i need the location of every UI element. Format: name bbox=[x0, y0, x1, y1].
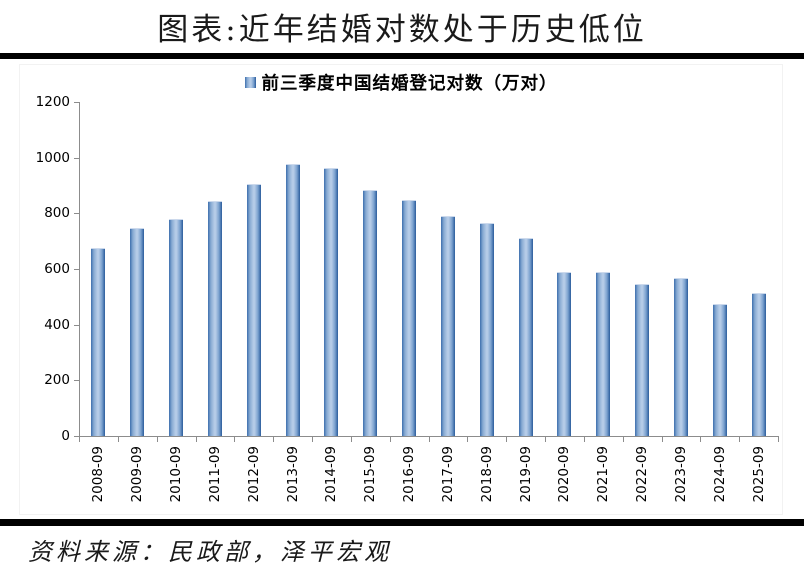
y-axis-tick-label: 400 bbox=[44, 317, 70, 333]
y-axis-tick bbox=[74, 325, 79, 326]
x-axis-category-label: 2015-09 bbox=[362, 446, 378, 503]
x-axis-tick bbox=[157, 436, 158, 442]
bar bbox=[441, 216, 455, 436]
x-axis-tick bbox=[623, 436, 624, 442]
y-axis-tick-label: 200 bbox=[44, 372, 70, 388]
y-axis-tick bbox=[74, 269, 79, 270]
bar bbox=[674, 278, 688, 436]
x-axis-tick bbox=[79, 436, 80, 442]
bar bbox=[324, 168, 338, 436]
bar bbox=[596, 272, 610, 436]
x-axis-category-label: 2010-09 bbox=[168, 446, 184, 503]
y-axis-tick bbox=[74, 102, 79, 103]
x-axis-tick bbox=[545, 436, 546, 442]
y-axis-tick-label: 800 bbox=[44, 205, 70, 221]
x-axis-category-label: 2025-09 bbox=[751, 446, 767, 503]
x-axis-tick bbox=[118, 436, 119, 442]
x-axis-category-label: 2021-09 bbox=[595, 446, 611, 503]
x-axis-tick bbox=[506, 436, 507, 442]
bar bbox=[752, 293, 766, 436]
x-axis-category-label: 2013-09 bbox=[285, 446, 301, 503]
x-axis-category-label: 2009-09 bbox=[129, 446, 145, 503]
x-axis-category-label: 2011-09 bbox=[207, 446, 223, 503]
bar bbox=[519, 238, 533, 436]
x-axis-category-label: 2023-09 bbox=[673, 446, 689, 503]
x-axis-tick bbox=[584, 436, 585, 442]
marriage-bar-chart: 前三季度中国结婚登记对数（万对） 0 200 400 600 800 1000 1200 20… bbox=[19, 64, 783, 515]
x-axis-category-label: 2014-09 bbox=[323, 446, 339, 503]
x-axis-category-label: 2008-09 bbox=[90, 446, 106, 503]
x-axis-category-label: 2020-09 bbox=[556, 446, 572, 503]
legend-label: 前三季度中国结婚登记对数（万对） bbox=[261, 73, 558, 94]
x-axis-category-label: 2012-09 bbox=[246, 446, 262, 503]
x-axis-category-label: 2017-09 bbox=[440, 446, 456, 503]
bar bbox=[286, 164, 300, 436]
x-axis-tick bbox=[234, 436, 235, 442]
y-axis-tick-label: 600 bbox=[44, 261, 70, 277]
x-axis-category-label: 2022-09 bbox=[634, 446, 650, 503]
x-axis-tick bbox=[429, 436, 430, 442]
y-axis-tick bbox=[74, 380, 79, 381]
source-note: 资料来源：民政部，泽平宏观 bbox=[28, 538, 392, 566]
x-axis-category-label: 2019-09 bbox=[518, 446, 534, 503]
y-axis-tick bbox=[74, 158, 79, 159]
x-axis-tick bbox=[778, 436, 779, 442]
x-axis-tick bbox=[700, 436, 701, 442]
bar bbox=[247, 184, 261, 436]
y-axis-tick bbox=[74, 213, 79, 214]
x-axis-tick bbox=[351, 436, 352, 442]
x-axis-tick bbox=[739, 436, 740, 442]
bar bbox=[402, 200, 416, 436]
bar bbox=[130, 228, 144, 436]
bar bbox=[208, 201, 222, 436]
x-axis-category-label: 2018-09 bbox=[479, 446, 495, 503]
y-axis-tick bbox=[74, 436, 79, 437]
y-axis-tick-label: 0 bbox=[61, 428, 70, 444]
x-axis-tick bbox=[662, 436, 663, 442]
x-axis-tick bbox=[390, 436, 391, 442]
x-axis-category-label: 2024-09 bbox=[712, 446, 728, 503]
page-title: 图表:近年结婚对数处于历史低位 bbox=[157, 12, 647, 48]
x-axis-category-label: 2016-09 bbox=[401, 446, 417, 503]
x-axis-tick bbox=[312, 436, 313, 442]
bar bbox=[480, 223, 494, 436]
bar bbox=[635, 284, 649, 436]
x-axis-tick bbox=[273, 436, 274, 442]
bar bbox=[91, 248, 105, 436]
bar bbox=[713, 304, 727, 436]
title-divider bbox=[0, 53, 804, 59]
footer-divider bbox=[0, 519, 804, 526]
y-axis-tick-label: 1000 bbox=[35, 150, 70, 166]
bar bbox=[363, 190, 377, 436]
y-axis-tick-label: 1200 bbox=[35, 94, 70, 110]
x-axis-tick bbox=[467, 436, 468, 442]
y-axis-line bbox=[79, 102, 80, 437]
bar bbox=[557, 272, 571, 436]
x-axis-tick bbox=[196, 436, 197, 442]
legend-swatch-icon bbox=[244, 76, 256, 88]
bar bbox=[169, 219, 183, 436]
chart-legend: 前三季度中国结婚登记对数（万对） bbox=[20, 70, 782, 94]
